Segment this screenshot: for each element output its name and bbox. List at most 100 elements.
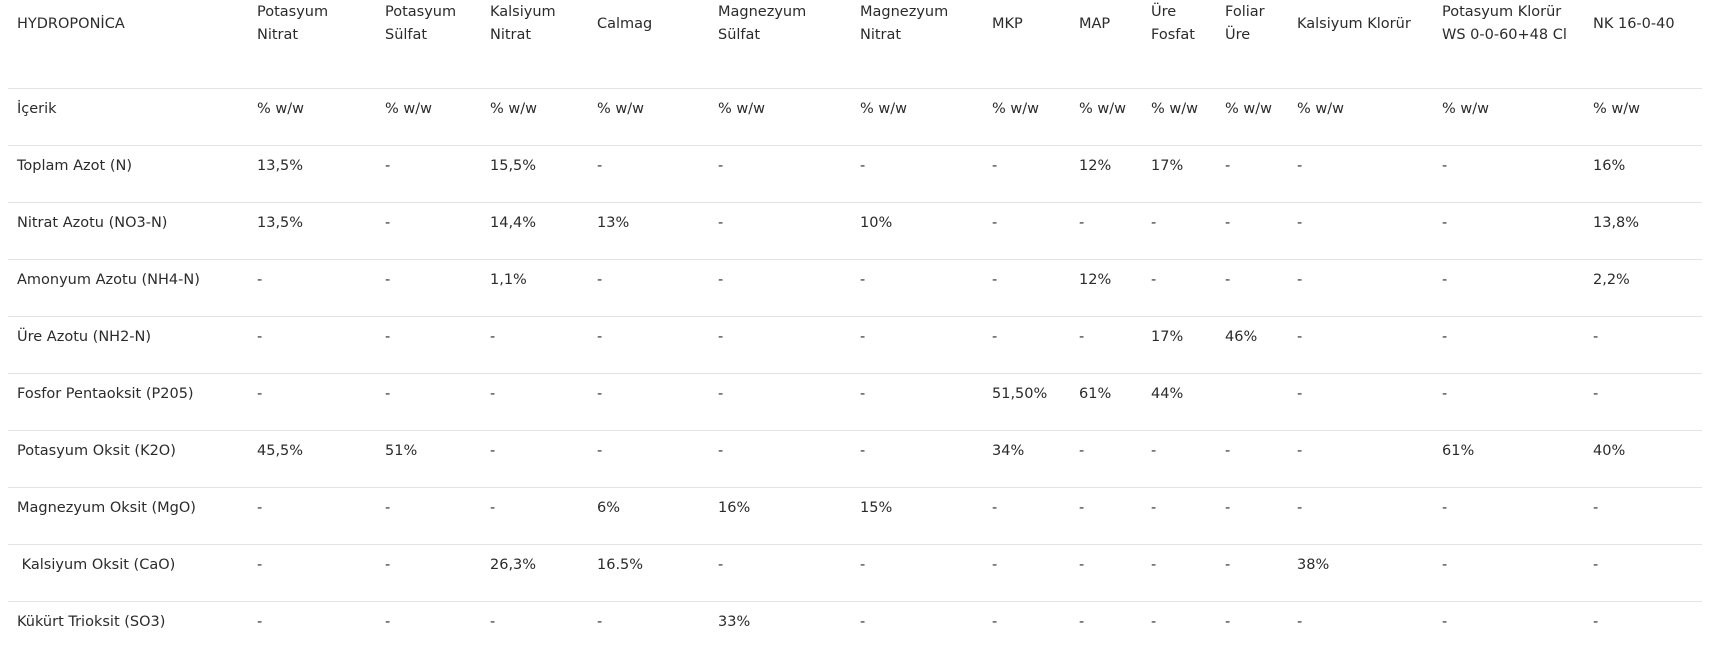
table-cell: -	[1433, 145, 1584, 203]
table-header: HYDROPONİCA Potasyum Nitrat Potasyum Sülfat…	[8, 0, 1702, 89]
table-cell: -	[376, 202, 481, 260]
table-cell: -	[709, 316, 851, 374]
row-label: Kalsiyum Oksit (CaO)	[8, 544, 248, 602]
table-cell: 1,1%	[481, 259, 588, 317]
table-cell: 51,50%	[983, 373, 1070, 431]
table-cell: -	[1288, 202, 1433, 260]
table-cell: -	[1288, 373, 1433, 431]
row-label: Nitrat Azotu (NO3-N)	[8, 202, 248, 260]
table-cell: -	[1070, 487, 1142, 545]
table-cell: 34%	[983, 430, 1070, 488]
table-cell: -	[490, 614, 496, 630]
table-cell: 33%	[718, 614, 751, 630]
table-cell: 44%	[1142, 373, 1216, 431]
table-cell: 16%	[1584, 145, 1702, 203]
fertilizer-composition-table: HYDROPONİCA Potasyum Nitrat Potasyum Sülfat…	[8, 0, 1702, 659]
table-cell: % w/w	[709, 88, 851, 146]
table-cell: -	[1225, 614, 1231, 630]
table-row: Kükürt Trioksit (SO3) - - - - 33% - - - - - - - -	[8, 602, 1702, 659]
table-cell: -	[709, 430, 851, 488]
table-cell: % w/w	[588, 88, 709, 146]
table-cell: -	[1433, 544, 1584, 602]
table-cell: -	[1070, 430, 1142, 488]
table-row: Üre Azotu (NH2-N) - - - - - - - -17% 46% - - -	[8, 316, 1702, 374]
table-cell: % w/w	[248, 88, 376, 146]
table-row: Potasyum Oksit (K2O) 45,5% 51% - - - -34% - - - -6…	[8, 430, 1702, 488]
table-cell: -	[1142, 202, 1216, 260]
column-header: Üre Fosfat	[1142, 0, 1216, 89]
column-header-line: Nitrat	[860, 27, 902, 43]
table-cell: -	[376, 487, 481, 545]
table-cell: 38%	[1288, 544, 1433, 602]
column-header-line: Potasyum	[257, 4, 329, 20]
column-header: Potasyum Nitrat	[248, 0, 376, 89]
table-cell: -	[709, 544, 851, 602]
row-label: Üre Azotu (NH2-N)	[8, 316, 248, 374]
column-header: Potasyum Klorür WS 0-0-60+48 Cl	[1433, 0, 1584, 89]
table-cell: % w/w	[1288, 88, 1433, 146]
row-label: Amonyum Azotu (NH4-N)	[8, 259, 248, 317]
table-cell: % w/w	[481, 88, 588, 146]
row-label: Kükürt Trioksit (SO3)	[17, 614, 166, 630]
column-header: Kalsiyum Nitrat	[481, 0, 588, 89]
table-cell: -	[1216, 145, 1288, 203]
column-header-line: WS 0-0-60+48 Cl	[1442, 27, 1567, 43]
table-row: Toplam Azot (N) 13,5% -15,5% - - - -12% 17% - - -1…	[8, 145, 1702, 203]
table-cell: -	[1142, 487, 1216, 545]
table-cell: -	[481, 487, 588, 545]
table-cell: -	[588, 373, 709, 431]
table-cell: -	[1288, 316, 1433, 374]
table-cell: -	[860, 614, 866, 630]
header-row: HYDROPONİCA Potasyum Nitrat Potasyum Sülfat…	[8, 0, 1702, 89]
column-header: Foliar Üre	[1216, 0, 1288, 89]
table-cell: -	[376, 145, 481, 203]
table-cell: -	[376, 316, 481, 374]
table-cell: -	[248, 316, 376, 374]
table-cell: -	[709, 145, 851, 203]
column-header: MAP	[1070, 0, 1142, 89]
table-cell: -	[1070, 316, 1142, 374]
table-cell: 51%	[376, 430, 481, 488]
table-cell: -	[1433, 373, 1584, 431]
table-cell: % w/w	[1584, 88, 1702, 146]
table-cell: -	[1151, 614, 1157, 630]
table-cell: -	[1142, 544, 1216, 602]
table-cell: -	[983, 145, 1070, 203]
column-header-line: Magnezyum	[860, 4, 949, 20]
table-row: Amonyum Azotu (NH4-N) - -1,1% - - - -12% - - - -2,…	[8, 259, 1702, 317]
table-cell: -	[588, 430, 709, 488]
table-cell: -	[851, 430, 983, 488]
table-cell: -	[481, 430, 588, 488]
table-cell: % w/w	[851, 88, 983, 146]
table-cell: -	[248, 373, 376, 431]
column-header-line: Potasyum Klorür	[1442, 4, 1562, 20]
table-cell: 45,5%	[248, 430, 376, 488]
table-cell: 16%	[709, 487, 851, 545]
table-cell: 12%	[1070, 259, 1142, 317]
table-cell: -	[1288, 487, 1433, 545]
table-cell: 13%	[588, 202, 709, 260]
row-label: İçerik	[8, 88, 248, 146]
table-cell: -	[248, 487, 376, 545]
table-row: İçerik% w/w% w/w% w/w% w/w% w/w% w/w% w/…	[8, 88, 1702, 146]
table-body: İçerik% w/w% w/w% w/w% w/w% w/w% w/w% w/…	[8, 88, 1702, 659]
table-cell: -	[851, 373, 983, 431]
column-header-line: Sülfat	[385, 27, 428, 43]
table-cell: 15,5%	[481, 145, 588, 203]
table-cell: -	[248, 544, 376, 602]
table-cell: 17%	[1142, 316, 1216, 374]
table-cell: -	[1216, 487, 1288, 545]
table-cell: -	[1433, 487, 1584, 545]
table-cell: 17%	[1142, 145, 1216, 203]
column-header-line: Magnezyum	[718, 4, 807, 20]
table-cell: -	[709, 259, 851, 317]
row-label: Potasyum Oksit (K2O)	[8, 430, 248, 488]
table-cell: 46%	[1216, 316, 1288, 374]
table-cell: % w/w	[983, 88, 1070, 146]
table-cell: -	[983, 316, 1070, 374]
column-header-line: Nitrat	[257, 27, 299, 43]
table-cell: 2,2%	[1584, 259, 1702, 317]
table-cell: -	[851, 145, 983, 203]
table-cell: -	[709, 202, 851, 260]
row-label: Fosfor Pentaoksit (P205)	[8, 373, 248, 431]
